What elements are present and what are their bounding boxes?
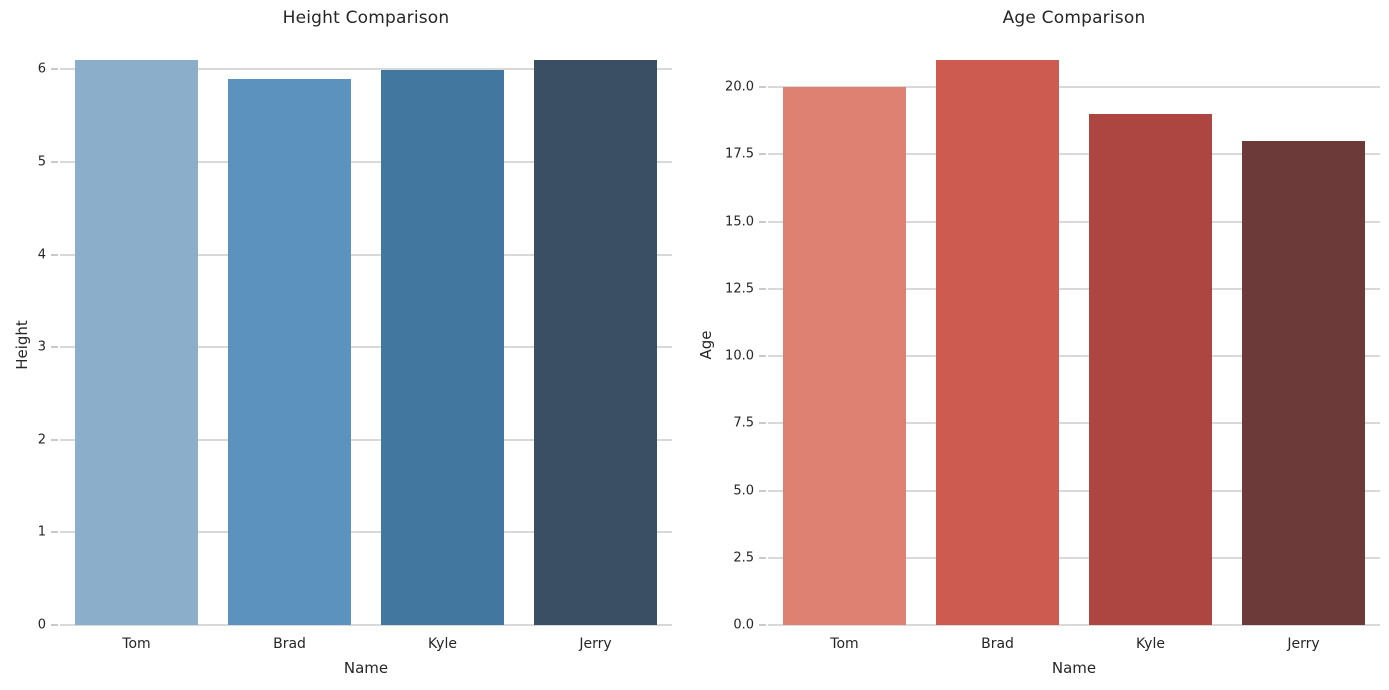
bar-jerry	[534, 60, 657, 625]
y-tick-label: 7.5	[733, 415, 754, 431]
y-tick-mark	[51, 161, 58, 164]
y-tick-label: 12.5	[725, 281, 754, 297]
y-tick-mark	[51, 253, 58, 256]
y-tick-mark	[51, 68, 58, 71]
y-tick-label: 17.5	[725, 146, 754, 162]
gridline	[768, 287, 1380, 290]
x-tick-label: Kyle	[1136, 636, 1165, 652]
age-comparison-chart: Age Comparison Age Name 0.0 2.5 5.0 7.5 10.0…	[694, 0, 1389, 690]
x-tick-label: Brad	[981, 636, 1014, 652]
gridline	[768, 624, 1380, 626]
gridline	[768, 556, 1380, 559]
y-tick-mark	[759, 220, 766, 223]
bar-jerry	[1242, 140, 1365, 625]
x-axis-label: Name	[343, 659, 389, 677]
y-tick-label: 20.0	[725, 79, 754, 95]
y-tick-mark	[759, 624, 766, 626]
gridline	[768, 86, 1380, 89]
y-tick-mark	[51, 531, 58, 534]
gridline	[60, 624, 672, 626]
gridline	[768, 489, 1380, 492]
chart-title: Height Comparison	[282, 8, 450, 28]
y-tick-mark	[51, 346, 58, 349]
y-tick-mark	[759, 422, 766, 425]
x-tick-label: Jerry	[1287, 636, 1320, 652]
gridline	[60, 438, 672, 441]
y-tick-mark	[759, 355, 766, 358]
plot-area: Name 0.0 2.5 5.0 7.5 10.0 12.5 15.0 17.5 20.0 Tom…	[725, 32, 1380, 677]
gridline	[768, 220, 1380, 223]
y-tick-label: 15.0	[725, 214, 754, 230]
y-tick-mark	[759, 489, 766, 492]
bar-tom	[783, 87, 906, 625]
gridline	[768, 355, 1380, 358]
chart-title: Age Comparison	[1002, 8, 1146, 28]
y-tick-label: 0	[37, 617, 46, 633]
y-tick-mark	[51, 624, 58, 626]
bar-kyle	[381, 69, 504, 625]
y-axis-label: Age	[697, 330, 715, 360]
x-tick-label: Tom	[122, 636, 151, 652]
bar-tom	[75, 60, 198, 625]
x-tick-label: Jerry	[579, 636, 612, 652]
gridline	[60, 68, 672, 71]
gridline	[60, 253, 672, 256]
gridline	[768, 153, 1380, 156]
y-tick-mark	[759, 556, 766, 559]
y-tick-label: 1	[37, 524, 46, 540]
y-tick-label: 10.0	[725, 348, 754, 364]
bar-kyle	[1089, 114, 1212, 625]
bar-brad	[228, 78, 351, 625]
y-tick-mark	[51, 438, 58, 441]
y-tick-label: 2	[37, 432, 46, 448]
x-tick-label: Tom	[830, 636, 859, 652]
y-tick-label: 6	[37, 61, 46, 77]
y-tick-label: 2.5	[733, 550, 754, 566]
gridline	[60, 531, 672, 534]
y-tick-label: 5	[37, 154, 46, 170]
x-axis-label: Name	[1051, 659, 1097, 677]
y-tick-label: 3	[37, 339, 46, 355]
y-tick-mark	[759, 153, 766, 156]
x-tick-label: Brad	[273, 636, 306, 652]
x-tick-label: Kyle	[428, 636, 457, 652]
gridline	[60, 161, 672, 164]
y-axis-label: Height	[13, 320, 31, 370]
gridline	[768, 422, 1380, 425]
plot-area: Name 0 1 2 3 4 5 6 Tom Brad Kyle Jerry	[38, 32, 672, 677]
gridline	[60, 346, 672, 349]
y-tick-mark	[759, 86, 766, 89]
y-tick-label: 0.0	[733, 617, 754, 633]
y-tick-label: 4	[37, 247, 46, 263]
y-tick-label: 5.0	[733, 483, 754, 499]
height-comparison-chart: Height Comparison Height Name 0 1 2 3 4 5 6 Tom…	[0, 0, 694, 690]
bar-brad	[936, 60, 1059, 625]
y-tick-mark	[759, 287, 766, 290]
